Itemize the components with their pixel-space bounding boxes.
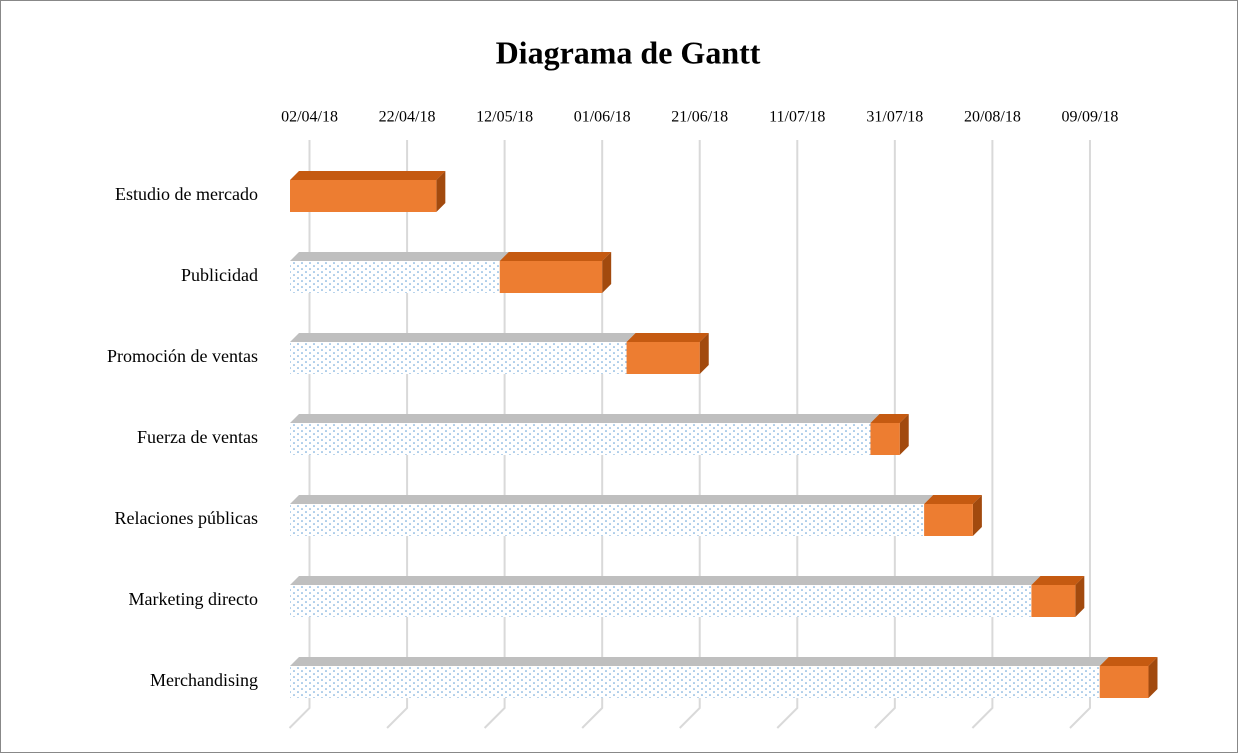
grid-line: [971, 140, 994, 729]
x-tick-label: 11/07/18: [769, 109, 825, 126]
task-bar: [924, 495, 982, 536]
y-tick-label: Merchandising: [150, 670, 258, 690]
spacer-bar: [290, 657, 1109, 698]
x-tick-label: 01/06/18: [574, 109, 631, 126]
spacer-bar: [290, 576, 1041, 617]
y-tick-label: Marketing directo: [129, 589, 258, 609]
y-tick-label: Publicidad: [181, 265, 258, 285]
grid-line: [483, 140, 506, 729]
x-tick-label: 31/07/18: [866, 109, 923, 126]
x-tick-label: 22/04/18: [379, 109, 436, 126]
spacer-bar: [290, 495, 934, 536]
grid-line: [874, 140, 896, 729]
y-tick-label: Promoción de ventas: [107, 346, 258, 366]
chart-title: Diagrama de Gantt: [496, 34, 761, 70]
task-bar: [1031, 576, 1085, 617]
task-bar: [290, 171, 446, 212]
grid-line: [1069, 140, 1091, 729]
grid-line: [386, 140, 409, 729]
task-bar: [626, 333, 709, 374]
spacer-bar: [290, 333, 636, 374]
y-tick-label: Estudio de mercado: [115, 184, 258, 204]
grid-line: [776, 140, 799, 729]
task-bar: [870, 414, 909, 455]
x-tick-label: 12/05/18: [476, 109, 533, 126]
task-bar: [499, 252, 612, 293]
grid-line: [288, 140, 311, 729]
spacer-bar: [290, 252, 509, 293]
grid-line: [581, 140, 604, 729]
x-tick-label: 09/09/18: [1062, 109, 1119, 126]
task-bar: [1099, 657, 1158, 698]
grid-line: [679, 140, 701, 729]
x-tick-label: 21/06/18: [671, 109, 728, 126]
x-tick-label: 02/04/18: [281, 109, 338, 126]
y-tick-label: Relaciones públicas: [115, 508, 258, 528]
x-tick-label: 20/08/18: [964, 109, 1021, 126]
y-tick-label: Fuerza de ventas: [137, 427, 258, 447]
spacer-bar: [290, 414, 880, 455]
